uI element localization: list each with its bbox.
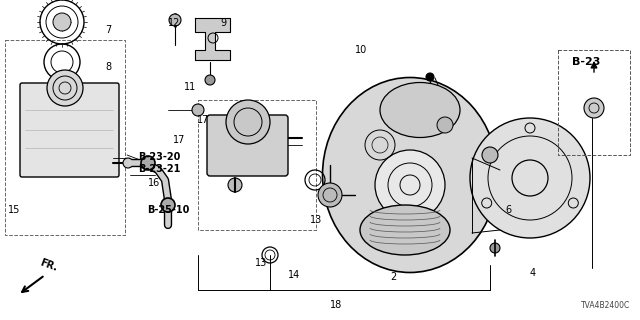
Circle shape [482,147,498,163]
Text: 14: 14 [288,270,300,280]
Circle shape [47,70,83,106]
Circle shape [161,198,175,212]
Bar [558,50,630,155]
Ellipse shape [360,205,450,255]
Bar [198,100,316,230]
Circle shape [437,117,453,133]
Circle shape [584,98,604,118]
Text: 18: 18 [330,300,342,310]
Text: 13: 13 [310,215,323,225]
Circle shape [141,156,155,170]
Text: 16: 16 [148,178,160,188]
Text: 13: 13 [255,258,268,268]
FancyBboxPatch shape [20,83,119,177]
Text: 6: 6 [505,205,511,215]
Text: B-25-10: B-25-10 [147,205,189,215]
Circle shape [375,150,445,220]
Circle shape [318,183,342,207]
Circle shape [226,100,270,144]
Text: FR.: FR. [38,258,58,273]
Circle shape [169,14,181,26]
Text: 11: 11 [184,82,196,92]
Circle shape [205,75,215,85]
FancyBboxPatch shape [207,115,288,176]
Text: 17: 17 [197,115,209,125]
Text: 17: 17 [173,135,186,145]
Circle shape [426,73,434,81]
Text: 4: 4 [530,268,536,278]
Text: B-23: B-23 [572,57,600,67]
Text: 12: 12 [168,18,180,28]
Circle shape [53,13,71,31]
Circle shape [470,118,590,238]
Text: 8: 8 [105,62,111,72]
Text: TVA4B2400C: TVA4B2400C [580,301,630,310]
Text: 15: 15 [8,205,20,215]
Circle shape [490,243,500,253]
Text: 9: 9 [220,18,226,28]
Text: B-23-21: B-23-21 [138,164,180,174]
Circle shape [123,158,133,168]
Ellipse shape [380,83,460,138]
Circle shape [228,178,242,192]
Circle shape [192,104,204,116]
Polygon shape [195,18,230,60]
Text: B-23-20: B-23-20 [138,152,180,162]
Bar [5,40,125,235]
Text: 7: 7 [105,25,111,35]
Text: 2: 2 [390,272,396,282]
Ellipse shape [323,77,497,273]
Text: 10: 10 [355,45,367,55]
